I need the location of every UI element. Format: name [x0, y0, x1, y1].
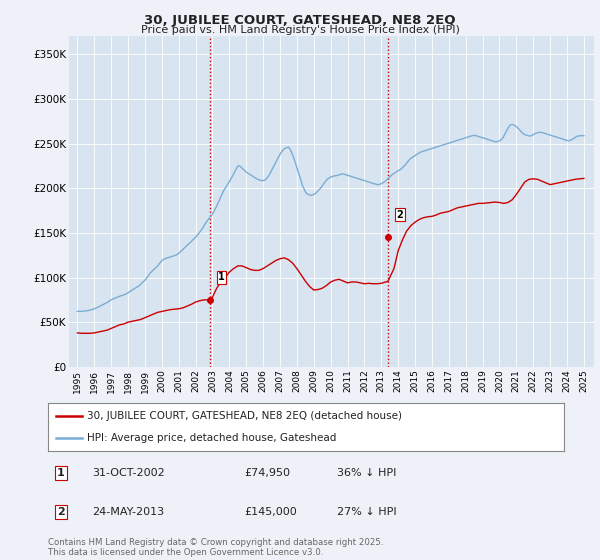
Text: Contains HM Land Registry data © Crown copyright and database right 2025.
This d: Contains HM Land Registry data © Crown c… — [48, 538, 383, 557]
Text: 36% ↓ HPI: 36% ↓ HPI — [337, 468, 397, 478]
Text: Price paid vs. HM Land Registry's House Price Index (HPI): Price paid vs. HM Land Registry's House … — [140, 25, 460, 35]
Text: 2: 2 — [397, 209, 403, 220]
Text: 27% ↓ HPI: 27% ↓ HPI — [337, 507, 397, 517]
Text: 1: 1 — [218, 272, 225, 282]
Text: 2: 2 — [57, 507, 65, 517]
Text: £145,000: £145,000 — [244, 507, 297, 517]
Text: £74,950: £74,950 — [244, 468, 290, 478]
Text: 31-OCT-2002: 31-OCT-2002 — [92, 468, 164, 478]
Text: 30, JUBILEE COURT, GATESHEAD, NE8 2EQ: 30, JUBILEE COURT, GATESHEAD, NE8 2EQ — [144, 14, 456, 27]
Text: 24-MAY-2013: 24-MAY-2013 — [92, 507, 164, 517]
Text: HPI: Average price, detached house, Gateshead: HPI: Average price, detached house, Gate… — [86, 433, 336, 443]
Text: 30, JUBILEE COURT, GATESHEAD, NE8 2EQ (detached house): 30, JUBILEE COURT, GATESHEAD, NE8 2EQ (d… — [86, 411, 402, 421]
Text: 1: 1 — [57, 468, 65, 478]
